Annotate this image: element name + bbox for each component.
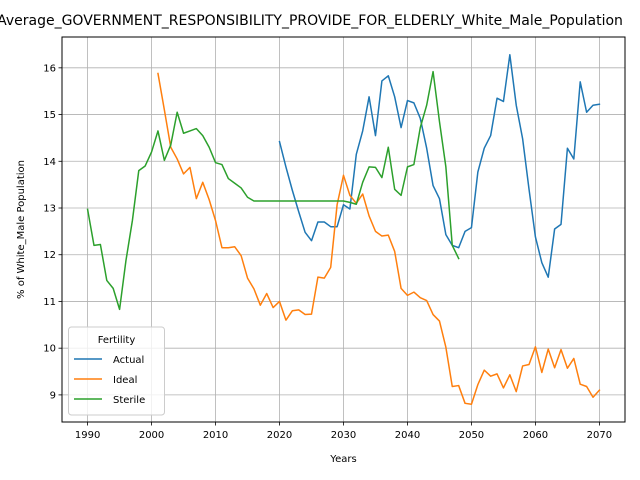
series-line-actual — [278, 54, 601, 278]
x-tick-label: 2000 — [139, 430, 164, 441]
y-tick-label: 10 — [43, 344, 56, 355]
y-tick-label: 16 — [43, 63, 56, 74]
y-tick-label: 9 — [50, 390, 56, 401]
series-layer — [86, 54, 601, 405]
legend: Fertility Actual Ideal Sterile — [68, 326, 165, 416]
y-tick-label: 13 — [43, 204, 56, 215]
y-tick-label: 14 — [43, 157, 56, 168]
x-axis-label: Years — [329, 454, 356, 465]
legend-label-ideal: Ideal — [113, 375, 137, 386]
x-tick-label: 2040 — [395, 430, 420, 441]
legend-label-actual: Actual — [113, 355, 144, 366]
series-line-sterile — [86, 70, 460, 311]
legend-entries: Actual Ideal Sterile — [74, 355, 145, 406]
chart-title: Average_GOVERNMENT_RESPONSIBILITY_PROVID… — [0, 13, 623, 29]
x-tick-label: 2070 — [587, 430, 612, 441]
x-tick-label: 2030 — [331, 430, 356, 441]
y-axis-label: % of White_Male Population — [16, 160, 27, 299]
x-axis-ticks: 1990 2000 2010 2020 2030 2040 2050 2060 2070 — [75, 422, 612, 441]
x-tick-label: 2050 — [459, 430, 484, 441]
legend-title: Fertility — [98, 335, 136, 346]
x-tick-label: 2060 — [523, 430, 548, 441]
legend-box — [68, 326, 165, 416]
y-tick-label: 15 — [43, 110, 56, 121]
gridlines — [62, 37, 625, 422]
x-tick-label: 1990 — [75, 430, 100, 441]
x-tick-label: 2010 — [203, 430, 228, 441]
y-tick-label: 12 — [43, 250, 56, 261]
x-tick-label: 2020 — [267, 430, 292, 441]
y-axis-ticks: 9 10 11 12 13 14 15 16 — [43, 63, 62, 401]
legend-label-sterile: Sterile — [113, 395, 145, 406]
series-line-ideal — [157, 72, 601, 405]
y-tick-label: 11 — [43, 297, 56, 308]
